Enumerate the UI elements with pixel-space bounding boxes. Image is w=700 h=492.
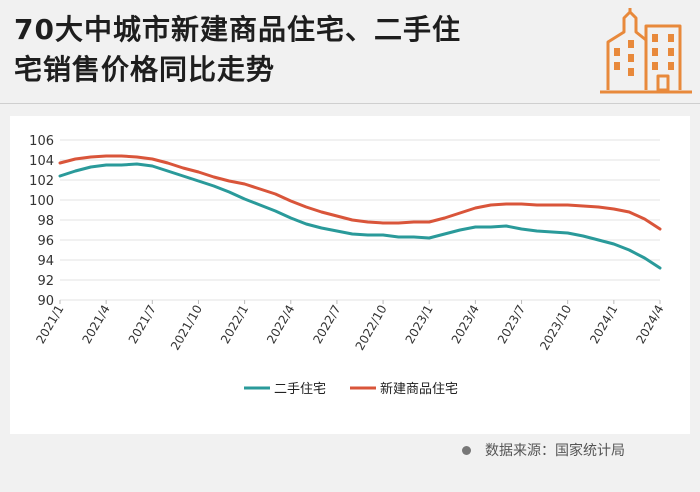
x-tick-label: 2021/10 bbox=[168, 303, 205, 353]
chart-card: 90 92 94 96 98 100 102 104 106 2021/1 2021/4 2021/7… bbox=[10, 116, 690, 434]
y-tick-label: 104 bbox=[29, 154, 54, 169]
title-line-2: 宅销售价格同比走势 bbox=[14, 53, 276, 86]
x-tick-label: 2024/4 bbox=[633, 303, 666, 347]
bullet-icon bbox=[462, 445, 471, 455]
series-line bbox=[58, 162, 662, 270]
x-tick-label: 2022/7 bbox=[310, 303, 343, 347]
x-tick-label: 2021/7 bbox=[126, 303, 159, 347]
legend-label: 新建商品住宅 bbox=[380, 381, 458, 397]
x-tick-label: 2023/7 bbox=[495, 303, 528, 347]
source-note: 数据来源：国家统计局 bbox=[462, 440, 625, 460]
x-tick-label: 2022/10 bbox=[353, 303, 390, 353]
title-divider bbox=[0, 103, 700, 104]
y-tick-label: 106 bbox=[29, 134, 54, 149]
page-title: 70大中城市新建商品住宅、二手住 宅销售价格同比走势 bbox=[14, 10, 594, 90]
y-tick-label: 92 bbox=[37, 274, 54, 289]
line-chart: 90 92 94 96 98 100 102 104 106 2021/1 2021/4 2021/7… bbox=[29, 134, 666, 397]
x-tick-label: 2023/4 bbox=[449, 303, 482, 347]
x-tick-label: 2022/4 bbox=[264, 303, 297, 347]
x-tick-label: 2024/1 bbox=[587, 303, 620, 347]
series-line bbox=[58, 154, 662, 231]
buildings-icon bbox=[600, 8, 692, 102]
y-tick-label: 98 bbox=[37, 214, 54, 229]
x-tick-label: 2023/10 bbox=[537, 303, 574, 353]
legend-label: 二手住宅 bbox=[274, 382, 326, 397]
y-tick-label: 90 bbox=[37, 294, 54, 309]
source-text: 数据来源：国家统计局 bbox=[485, 443, 625, 459]
title-line-1: 70大中城市新建商品住宅、二手住 bbox=[14, 13, 461, 46]
y-tick-label: 96 bbox=[37, 234, 54, 249]
y-tick-label: 102 bbox=[29, 174, 54, 189]
x-tick-label: 2023/1 bbox=[403, 303, 436, 347]
x-tick-label: 2022/1 bbox=[218, 303, 251, 347]
y-tick-label: 94 bbox=[37, 254, 54, 269]
y-tick-label: 100 bbox=[29, 194, 54, 209]
x-tick-label: 2021/4 bbox=[80, 303, 113, 347]
x-tick-label: 2021/1 bbox=[33, 303, 66, 347]
